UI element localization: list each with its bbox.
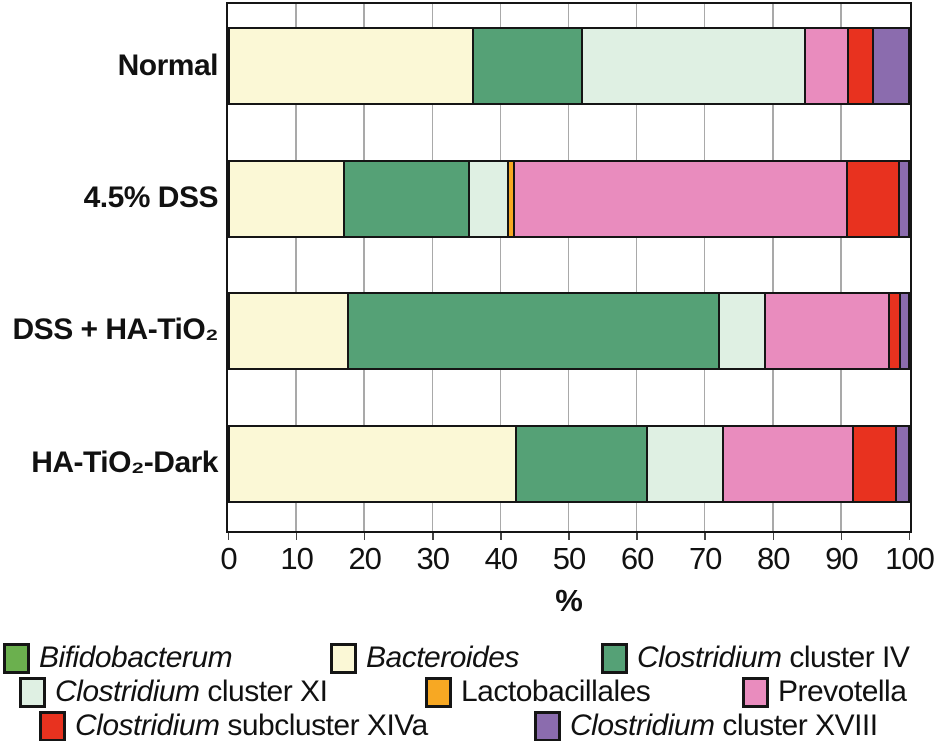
tick-label-40: 40 bbox=[484, 541, 518, 576]
bar-HA-TiO₂-Dark bbox=[228, 425, 910, 503]
tick-label-0: 0 bbox=[220, 541, 237, 576]
bar-4.5% DSS bbox=[228, 160, 910, 238]
tick-label-30: 30 bbox=[416, 541, 450, 576]
bar-segment bbox=[853, 427, 898, 501]
bar-segment bbox=[515, 162, 848, 236]
tick-label-100: 100 bbox=[885, 541, 935, 576]
legend-label: Clostridium cluster XVIII bbox=[570, 709, 878, 741]
legend-item: Clostridium cluster XI bbox=[19, 675, 328, 709]
tick-label-50: 50 bbox=[552, 541, 586, 576]
gridline-30 bbox=[431, 4, 434, 531]
legend-label: Prevotella bbox=[778, 675, 907, 708]
tick-label-20: 20 bbox=[348, 541, 381, 576]
plot-area bbox=[226, 2, 912, 533]
bar-segment bbox=[899, 162, 908, 236]
bar-segment bbox=[724, 427, 854, 501]
x-axis-title: % bbox=[555, 583, 583, 618]
tick-label-70: 70 bbox=[688, 541, 722, 576]
tick-mark bbox=[704, 533, 706, 540]
bar-segment bbox=[345, 162, 470, 236]
tick-mark bbox=[772, 533, 775, 540]
gridline-50 bbox=[567, 4, 570, 531]
bar-segment bbox=[648, 427, 725, 501]
tick-mark bbox=[636, 533, 638, 540]
bar-segment bbox=[470, 162, 509, 236]
legend-item: Clostridium subcluster XIVa bbox=[39, 709, 428, 741]
tick-mark bbox=[908, 533, 911, 540]
tick-label-10: 10 bbox=[280, 541, 313, 576]
gridline-10 bbox=[295, 4, 297, 531]
bar-segment bbox=[230, 427, 517, 501]
gridline-70 bbox=[703, 4, 706, 531]
legend-item: Clostridium cluster IV bbox=[601, 641, 910, 675]
tick-mark bbox=[568, 533, 570, 540]
tick-mark bbox=[363, 533, 366, 540]
legend-swatch-icon bbox=[534, 710, 561, 741]
bar-segment bbox=[720, 294, 766, 368]
legend-label: Bifidobacterum bbox=[39, 641, 233, 674]
legend-item: Bacteroides bbox=[330, 641, 519, 675]
legend-swatch-icon bbox=[3, 642, 30, 674]
legend-item: Prevotella bbox=[742, 675, 907, 709]
legend-label: Lactobacillales bbox=[461, 675, 651, 708]
legend-swatch-icon bbox=[330, 642, 357, 674]
bar-segment bbox=[230, 162, 346, 236]
bar-segment bbox=[897, 427, 908, 501]
legend-swatch-icon bbox=[425, 676, 452, 708]
tick-label-60: 60 bbox=[620, 541, 654, 576]
row-label: HA-TiO₂-Dark bbox=[31, 446, 218, 479]
bar-segment bbox=[901, 294, 908, 368]
legend-label: Clostridium subcluster XIVa bbox=[75, 709, 428, 741]
tick-label-90: 90 bbox=[825, 541, 858, 576]
tick-mark bbox=[227, 533, 230, 540]
bar-segment bbox=[806, 29, 849, 103]
legend-swatch-icon bbox=[19, 676, 46, 708]
bar-segment bbox=[890, 294, 902, 368]
legend-swatch-icon bbox=[39, 710, 66, 741]
legend-item: Clostridium cluster XVIII bbox=[534, 709, 878, 741]
bar-segment bbox=[848, 29, 875, 103]
bar-segment bbox=[230, 294, 349, 368]
legend-item: Bifidobacterum bbox=[3, 641, 233, 675]
gridline-20 bbox=[363, 4, 365, 531]
legend-swatch-icon bbox=[601, 642, 628, 674]
gridline-80 bbox=[772, 4, 774, 531]
bar-segment bbox=[474, 29, 583, 103]
bar-segment bbox=[348, 294, 721, 368]
bar-segment bbox=[765, 294, 891, 368]
row-label: DSS + HA-TiO₂ bbox=[12, 313, 219, 346]
gridline-90 bbox=[840, 4, 842, 531]
legend-label: Clostridium cluster IV bbox=[637, 641, 910, 674]
bar-DSS + HA-TiO₂ bbox=[228, 292, 910, 370]
bar-segment bbox=[582, 29, 807, 103]
row-label: Normal bbox=[117, 49, 219, 82]
legend-swatch-icon bbox=[742, 676, 769, 708]
tick-mark bbox=[840, 533, 843, 540]
row-label: 4.5% DSS bbox=[83, 181, 219, 214]
plot-inner bbox=[228, 4, 910, 531]
gridline-60 bbox=[635, 4, 638, 531]
tick-mark bbox=[500, 533, 502, 540]
bar-segment bbox=[874, 29, 908, 103]
tick-label-80: 80 bbox=[757, 541, 790, 576]
legend-item: Lactobacillales bbox=[425, 675, 651, 709]
bar-segment bbox=[516, 427, 649, 501]
bar-segment bbox=[230, 29, 475, 103]
bar-segment bbox=[847, 162, 900, 236]
bar-Normal bbox=[228, 27, 910, 105]
gridline-40 bbox=[499, 4, 502, 531]
bar-segment bbox=[508, 162, 516, 236]
tick-mark bbox=[432, 533, 434, 540]
tick-mark bbox=[295, 533, 298, 540]
legend-label: Bacteroides bbox=[366, 641, 519, 674]
legend-label: Clostridium cluster XI bbox=[55, 675, 328, 708]
